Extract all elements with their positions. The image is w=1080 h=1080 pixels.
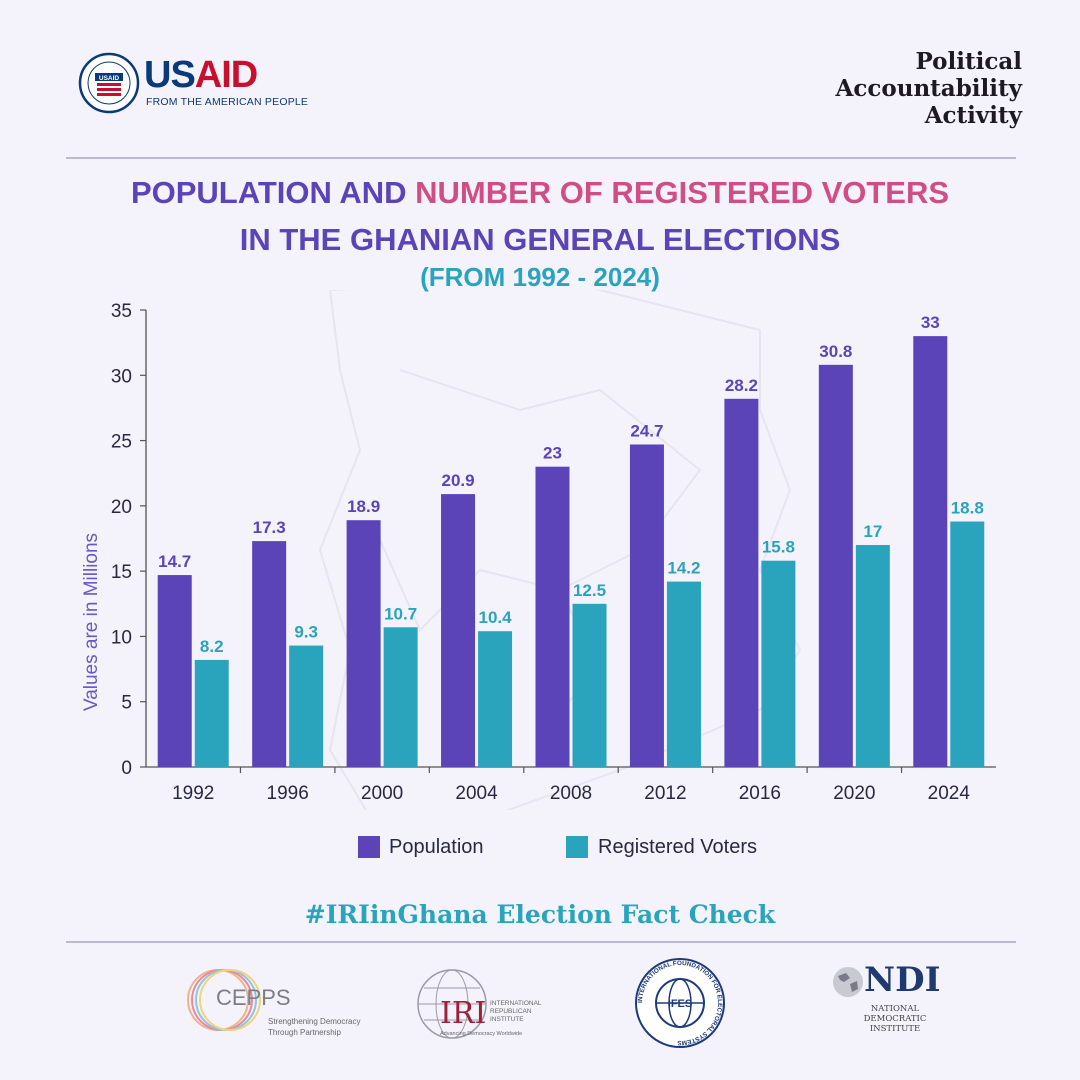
iri-logo: IRI INTERNATIONAL REPUBLICAN INSTITUTE A…	[412, 958, 562, 1048]
chart-labels: 14.7 8.2 17.3 9.3 18.9 10.7 20.9 10.4 23 12.5 24.7…	[158, 313, 984, 656]
y-tick-label: 10	[111, 627, 132, 648]
bar-registered-voters	[950, 521, 985, 767]
chart-bars	[157, 336, 985, 767]
data-label-population: 28.2	[725, 376, 758, 395]
chart-title-line-1: POPULATION AND NUMBER OF REGISTERED VOTE…	[130, 175, 950, 210]
x-tick-label: 2020	[833, 783, 875, 804]
y-tick-label: 20	[111, 497, 132, 518]
bar-registered-voters	[194, 659, 229, 767]
data-label-registered-voters: 18.8	[951, 499, 984, 518]
ndi-name: NDI	[864, 960, 941, 1000]
bar-population	[818, 364, 853, 767]
cepps-logo: CEPPS Strengthening Democracy Through Pa…	[180, 958, 370, 1048]
y-tick-label: 35	[111, 301, 132, 322]
data-label-registered-voters: 8.2	[200, 637, 224, 656]
data-label-registered-voters: 9.3	[294, 623, 318, 642]
data-label-population: 14.7	[158, 552, 191, 571]
x-tick-label: 1992	[172, 783, 214, 804]
data-label-registered-voters: 14.2	[667, 559, 700, 578]
ifes-seal-icon: INTERNATIONAL FOUNDATION FOR ELECTORAL S…	[635, 958, 725, 1048]
x-tick-label: 1996	[267, 783, 309, 804]
bar-population	[252, 541, 287, 767]
data-label-population: 24.7	[630, 421, 663, 440]
chart-title-line-3: (FROM 1992 - 2024)	[420, 262, 660, 292]
y-tick-label: 25	[111, 432, 132, 453]
x-tick-label: 2004	[455, 783, 498, 804]
data-label-population: 18.9	[347, 497, 380, 516]
x-tick-label: 2016	[739, 783, 781, 804]
legend-swatch-population	[358, 836, 380, 858]
iri-subtitle-3: INSTITUTE	[490, 1016, 524, 1023]
bar-registered-voters	[572, 603, 607, 767]
bar-registered-voters	[383, 627, 418, 767]
y-tick-label: 5	[121, 693, 132, 714]
bar-registered-voters	[478, 631, 513, 767]
bar-population	[157, 575, 192, 767]
hashtag: #IRIinGhana Election Fact Check	[304, 900, 776, 929]
bar-population	[629, 444, 664, 767]
chart-axes: 0 5 10 15 20 25 30 35 1992 1996 2000 2004 2008 2012 20…	[111, 301, 996, 804]
cepps-subtitle-2: Through Partnership	[268, 1028, 341, 1037]
iri-subtitle-2: REPUBLICAN	[490, 1008, 532, 1015]
bar-population	[346, 520, 381, 767]
bar-population	[724, 398, 759, 767]
bar-registered-voters	[761, 560, 796, 767]
bar-population	[535, 466, 570, 767]
activity-title: Political Accountability Activity	[835, 48, 1022, 129]
y-tick-label: 0	[121, 758, 132, 779]
usaid-logo: USAID USAID FROM THE AMERICAN PEOPLE	[78, 52, 308, 116]
globe-icon	[417, 969, 487, 1039]
iri-subtitle-1: INTERNATIONAL	[490, 1000, 542, 1007]
header-divider	[66, 157, 1016, 159]
x-tick-label: 2000	[361, 783, 403, 804]
svg-text:USAID: USAID	[99, 75, 120, 82]
cepps-rings-icon	[187, 969, 261, 1031]
data-label-registered-voters: 10.7	[384, 604, 417, 623]
data-label-population: 20.9	[442, 471, 475, 490]
chart-title-line-2: IN THE GHANIAN GENERAL ELECTIONS	[239, 222, 841, 257]
x-tick-label: 2008	[550, 783, 592, 804]
bar-registered-voters	[666, 581, 701, 767]
data-label-registered-voters: 10.4	[479, 608, 513, 627]
legend-label-voters: Registered Voters	[598, 836, 757, 858]
usaid-tagline: FROM THE AMERICAN PEOPLE	[146, 96, 309, 108]
usaid-wordmark: USAID	[144, 54, 258, 96]
y-tick-label: 30	[111, 366, 132, 387]
data-label-registered-voters: 15.8	[762, 538, 795, 557]
world-map-icon	[833, 967, 863, 997]
ndi-subtitle: NATIONAL DEMOCRATIC INSTITUTE	[863, 1004, 927, 1034]
data-label-registered-voters: 17	[863, 522, 882, 541]
bar-registered-voters	[855, 545, 890, 767]
data-label-registered-voters: 12.5	[573, 581, 606, 600]
x-tick-label: 2012	[644, 783, 686, 804]
cepps-name: CEPPS	[216, 985, 291, 1010]
y-tick-label: 15	[111, 562, 132, 583]
legend-swatch-voters	[566, 836, 588, 858]
bar-chart: 0 5 10 15 20 25 30 35 1992 1996 2000 2004 2008 2012 20…	[81, 290, 996, 810]
usaid-seal-icon: USAID	[78, 52, 140, 114]
data-label-population: 33	[921, 313, 940, 332]
data-label-population: 17.3	[253, 518, 286, 537]
cepps-subtitle-1: Strengthening Democracy	[268, 1017, 361, 1026]
bar-population	[441, 494, 476, 767]
bar-population	[913, 336, 948, 767]
y-axis-label: Values are in Millions	[81, 533, 102, 711]
bar-registered-voters	[289, 645, 324, 767]
ifes-logo: INTERNATIONAL FOUNDATION FOR ELECTORAL S…	[632, 958, 732, 1048]
iri-subtitle-4: Advancing Democracy Worldwide	[440, 1031, 523, 1037]
footer-divider	[66, 941, 1016, 943]
ndi-logo: NDI NATIONAL DEMOCRATIC INSTITUTE	[826, 958, 956, 1048]
data-label-population: 30.8	[819, 342, 852, 361]
svg-text:IFES: IFES	[668, 998, 692, 1010]
x-tick-label: 2024	[928, 783, 971, 804]
data-label-population: 23	[543, 444, 562, 463]
legend-label-population: Population	[389, 836, 484, 858]
iri-name: IRI	[440, 996, 487, 1031]
